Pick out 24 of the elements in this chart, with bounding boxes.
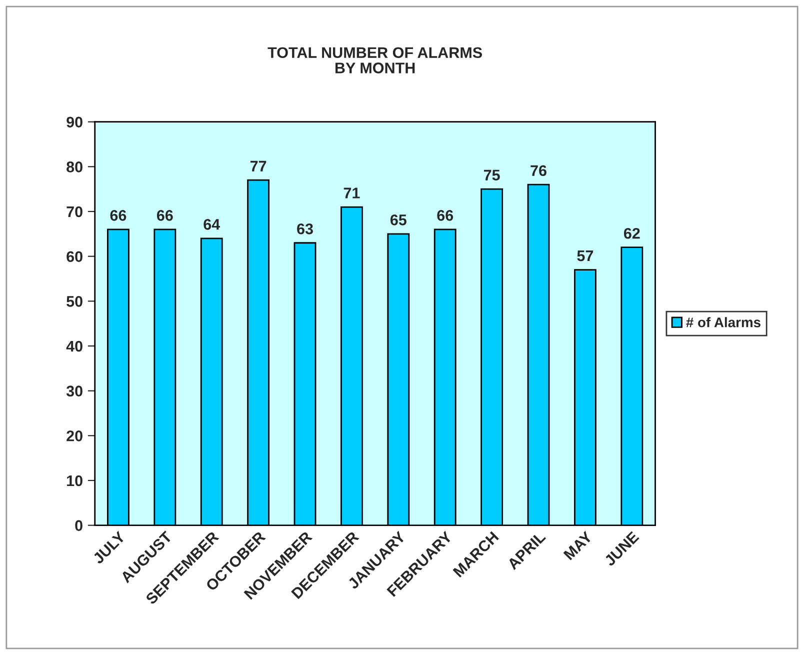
y-tick-label: 60	[66, 251, 82, 262]
y-tick-label: 30	[66, 386, 82, 397]
y-tick-label: 80	[66, 162, 82, 172]
y-tick-label: 90	[66, 116, 82, 128]
y-tick-label: 10	[67, 475, 82, 486]
data-label: 64	[204, 218, 220, 230]
data-label: 62	[624, 228, 640, 239]
data-label: 57	[577, 250, 594, 262]
data-label: 63	[297, 223, 313, 234]
data-label: 65	[390, 214, 406, 226]
y-tick-label: 20	[66, 430, 82, 442]
data-label: 66	[110, 210, 126, 221]
y-tick-label: 0	[75, 520, 82, 531]
data-label: 71	[344, 188, 360, 198]
data-label: 66	[156, 210, 173, 221]
chart-title: TOTAL NUMBER OF ALARMS BY MONTH	[268, 47, 482, 74]
y-tick-label: 70	[66, 206, 82, 218]
y-tick-label: 50	[66, 296, 82, 307]
data-label: 77	[250, 160, 266, 172]
data-label: 75	[484, 170, 500, 180]
legend-label: # of Alarms	[686, 317, 760, 328]
y-tick-label: 40	[66, 340, 82, 352]
data-label: 66	[437, 210, 454, 221]
data-label: 76	[530, 165, 546, 176]
